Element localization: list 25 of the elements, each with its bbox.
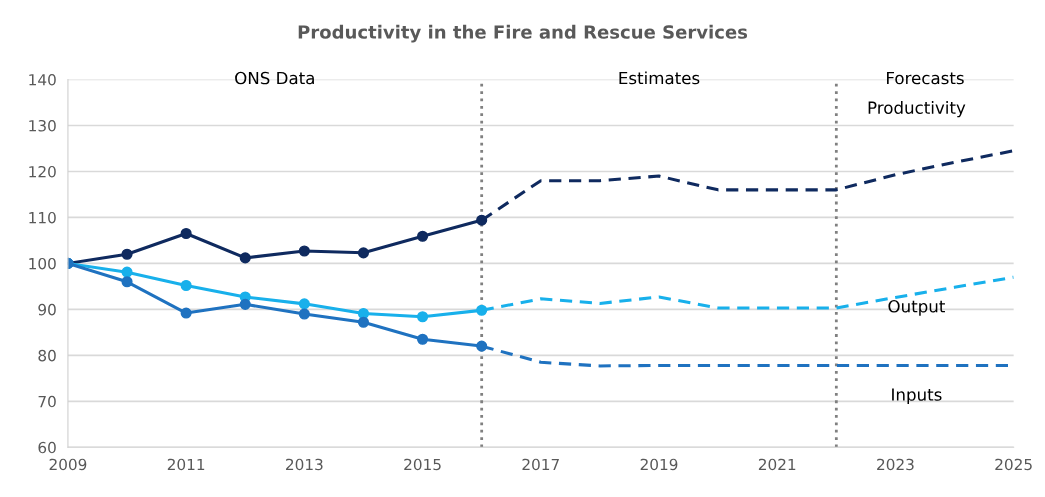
y-tick-label: 120: [29, 165, 56, 178]
x-tick-label: 2021: [758, 458, 796, 471]
series-label: Inputs: [892, 388, 942, 405]
x-tick-label: 2023: [877, 458, 914, 471]
x-tick-label: 2025: [995, 458, 1032, 471]
y-tick-label: 100: [29, 257, 56, 270]
y-tick-label: 110: [29, 211, 56, 224]
annotation: Forecasts: [887, 71, 964, 85]
annotation: Estimates: [619, 71, 700, 85]
x-tick-label: 2013: [286, 458, 323, 471]
x-tick-label: 2009: [49, 458, 87, 471]
x-tick-label: 2017: [522, 458, 559, 471]
x-tick-label: 2015: [404, 458, 441, 471]
series-label: Output: [888, 299, 945, 316]
x-tick-label: 2011: [167, 458, 205, 471]
x-tick-label: 2019: [640, 458, 678, 471]
y-tick-label: 60: [38, 441, 56, 454]
text: Productivity: [868, 101, 966, 118]
y-tick-label: 70: [38, 395, 56, 408]
y-tick-label: 130: [29, 119, 56, 132]
annotation: ONS Data: [235, 71, 314, 85]
y-tick-label: 90: [38, 303, 56, 316]
y-tick-label: 80: [38, 349, 56, 362]
chart-title: Productivity in the Fire and Rescue Services: [298, 24, 748, 43]
y-tick-label: 140: [29, 73, 56, 86]
